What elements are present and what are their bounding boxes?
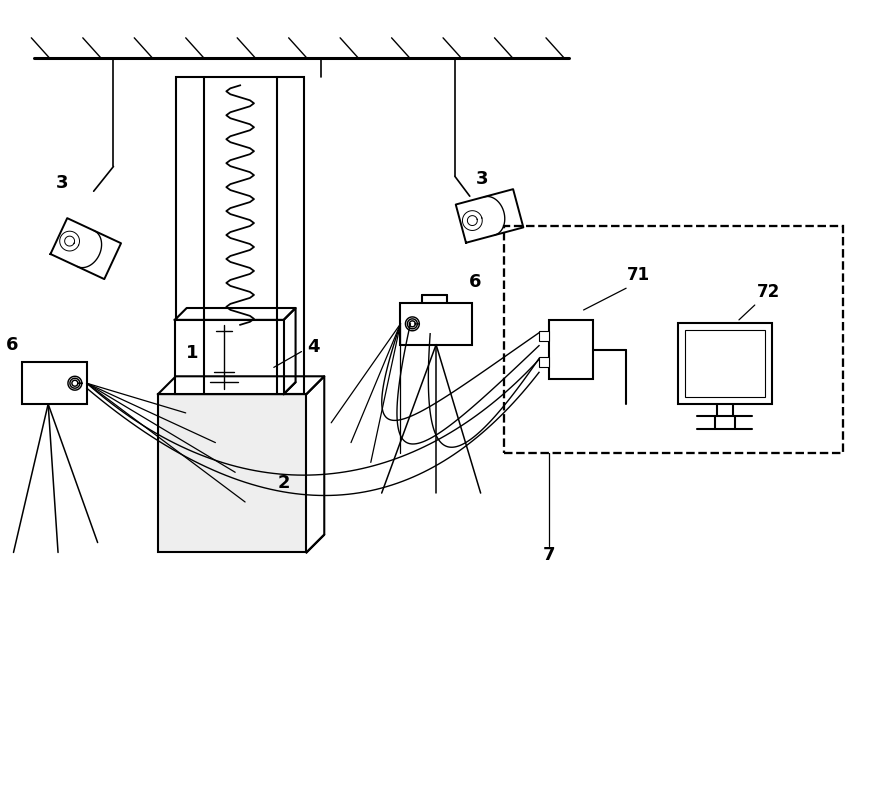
Text: 71: 71 <box>627 266 649 284</box>
Bar <box>539 331 549 341</box>
Text: 7: 7 <box>543 546 555 565</box>
Text: 2: 2 <box>278 474 290 492</box>
Bar <box>505 226 843 454</box>
Text: 4: 4 <box>307 337 320 356</box>
Text: 3: 3 <box>55 174 68 193</box>
Bar <box>685 330 764 397</box>
Bar <box>158 394 306 553</box>
Bar <box>678 323 772 404</box>
Bar <box>22 362 87 404</box>
Bar <box>175 320 284 394</box>
Bar <box>400 303 472 345</box>
Text: 72: 72 <box>757 283 780 301</box>
Text: 1: 1 <box>187 344 199 362</box>
Bar <box>176 78 305 394</box>
Bar <box>549 320 594 379</box>
Text: 3: 3 <box>475 171 488 188</box>
Bar <box>539 358 549 367</box>
Text: 6: 6 <box>469 273 481 291</box>
Text: 6: 6 <box>6 336 19 354</box>
